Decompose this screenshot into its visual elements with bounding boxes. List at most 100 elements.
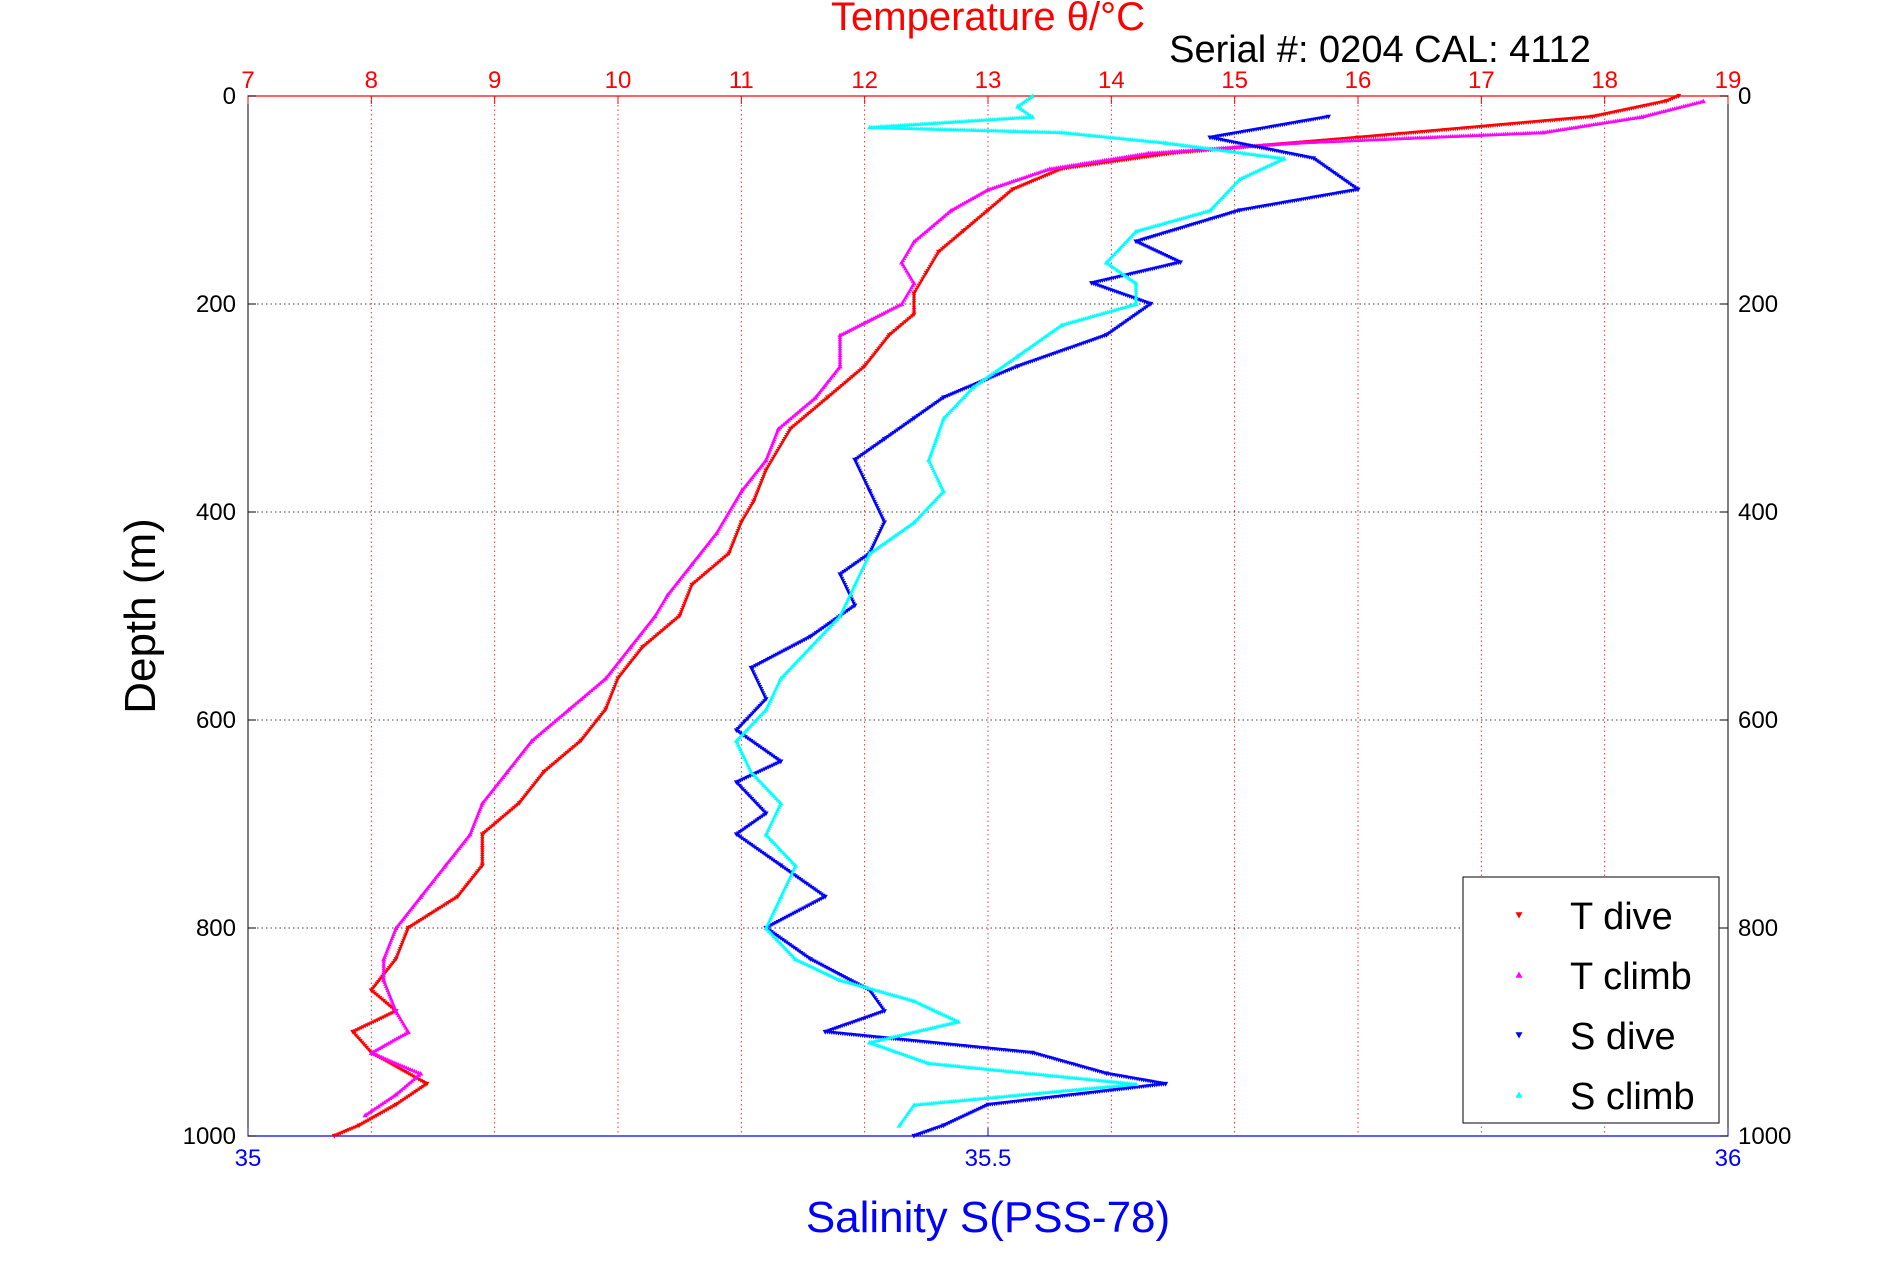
- data-point: [817, 898, 822, 903]
- data-point: [786, 646, 791, 651]
- data-point: [1124, 319, 1129, 324]
- data-point: [889, 432, 894, 437]
- data-point: [770, 456, 776, 461]
- data-point: [741, 516, 746, 521]
- data-point: [1015, 364, 1021, 369]
- data-point: [733, 535, 738, 540]
- data-point: [756, 487, 761, 492]
- data-point: [870, 495, 875, 500]
- data-point: [773, 452, 778, 457]
- data-point: [837, 973, 843, 977]
- x-top-tick-label: 12: [851, 67, 878, 94]
- data-point: [800, 639, 805, 644]
- y-left-tick-label: 600: [196, 707, 236, 734]
- data-point: [787, 913, 792, 918]
- data-point: [831, 969, 837, 974]
- data-point: [416, 1077, 422, 1082]
- data-point: [823, 624, 828, 629]
- data-point: [843, 976, 849, 981]
- legend-label: S climb: [1570, 1076, 1695, 1118]
- data-point: [863, 554, 869, 559]
- data-point: [758, 483, 763, 488]
- y-right-tick-label: 1000: [1738, 1123, 1791, 1150]
- x-bottom-tick-label: 35.5: [965, 1145, 1012, 1172]
- data-point: [1348, 182, 1353, 187]
- data-point: [455, 894, 461, 900]
- data-point: [852, 562, 857, 567]
- data-point: [381, 1015, 386, 1020]
- data-point: [1133, 312, 1139, 317]
- data-point: [786, 941, 791, 946]
- data-point: [773, 755, 778, 760]
- data-point: [741, 827, 746, 832]
- data-point: [1141, 307, 1146, 312]
- x-top-tick-label: 10: [605, 67, 632, 94]
- data-point: [747, 841, 752, 846]
- data-point: [1133, 239, 1139, 245]
- data-point: [480, 854, 485, 859]
- data-point: [769, 458, 775, 463]
- data-point: [771, 931, 776, 936]
- data-point: [381, 966, 386, 971]
- data-point: [1339, 176, 1344, 181]
- data-point: [802, 953, 808, 958]
- data-point: [750, 501, 755, 506]
- data-point: [608, 695, 613, 700]
- data-point: [850, 563, 856, 568]
- data-point: [941, 395, 947, 401]
- data-point: [480, 859, 485, 864]
- data-point: [837, 572, 843, 577]
- data-point: [1115, 325, 1120, 330]
- data-point: [753, 676, 759, 681]
- data-point: [784, 647, 789, 652]
- data-point: [869, 446, 874, 451]
- data-point: [874, 442, 880, 447]
- data-point: [837, 353, 843, 358]
- y-axis-label: Depth (m): [116, 518, 165, 714]
- data-point: [921, 275, 927, 280]
- data-point: [915, 414, 920, 418]
- data-point: [780, 440, 785, 445]
- data-point: [784, 432, 790, 437]
- x-bottom-axis-label: Salinity S(PSS-78): [806, 1193, 1170, 1242]
- data-point: [871, 445, 876, 450]
- x-top-tick-label: 17: [1468, 67, 1495, 94]
- data-point: [928, 404, 933, 409]
- data-point: [751, 672, 757, 677]
- data-point: [427, 913, 432, 917]
- chart-subtitle: Serial #: 0204 CAL: 4112: [1169, 29, 1591, 71]
- data-point: [798, 950, 804, 955]
- data-point: [680, 605, 686, 610]
- data-point: [685, 593, 691, 598]
- data-point: [763, 749, 769, 754]
- data-point: [891, 430, 896, 435]
- data-point: [749, 668, 755, 673]
- data-point: [772, 653, 778, 658]
- data-point: [684, 595, 690, 600]
- data-point: [409, 1092, 414, 1097]
- data-point: [480, 846, 485, 850]
- data-point: [480, 848, 485, 853]
- data-point: [810, 958, 815, 963]
- data-point: [733, 728, 739, 733]
- legend: T dive T climb S dive S climb: [1462, 876, 1720, 1124]
- data-point: [848, 564, 854, 569]
- data-point: [911, 1133, 917, 1139]
- data-point: [932, 256, 938, 261]
- data-point: [869, 493, 874, 498]
- data-point: [860, 557, 865, 561]
- data-point: [739, 836, 745, 841]
- data-point: [757, 684, 763, 689]
- data-point: [1316, 160, 1322, 165]
- data-point: [782, 436, 787, 441]
- data-point: [688, 587, 693, 592]
- data-point: [802, 638, 807, 643]
- data-point: [911, 291, 917, 297]
- data-point: [880, 516, 885, 521]
- data-point: [370, 1116, 375, 1121]
- data-point: [401, 938, 406, 943]
- data-point: [758, 481, 764, 486]
- x-top-tick-label: 18: [1591, 67, 1618, 94]
- data-point: [867, 447, 872, 452]
- data-point: [819, 897, 824, 902]
